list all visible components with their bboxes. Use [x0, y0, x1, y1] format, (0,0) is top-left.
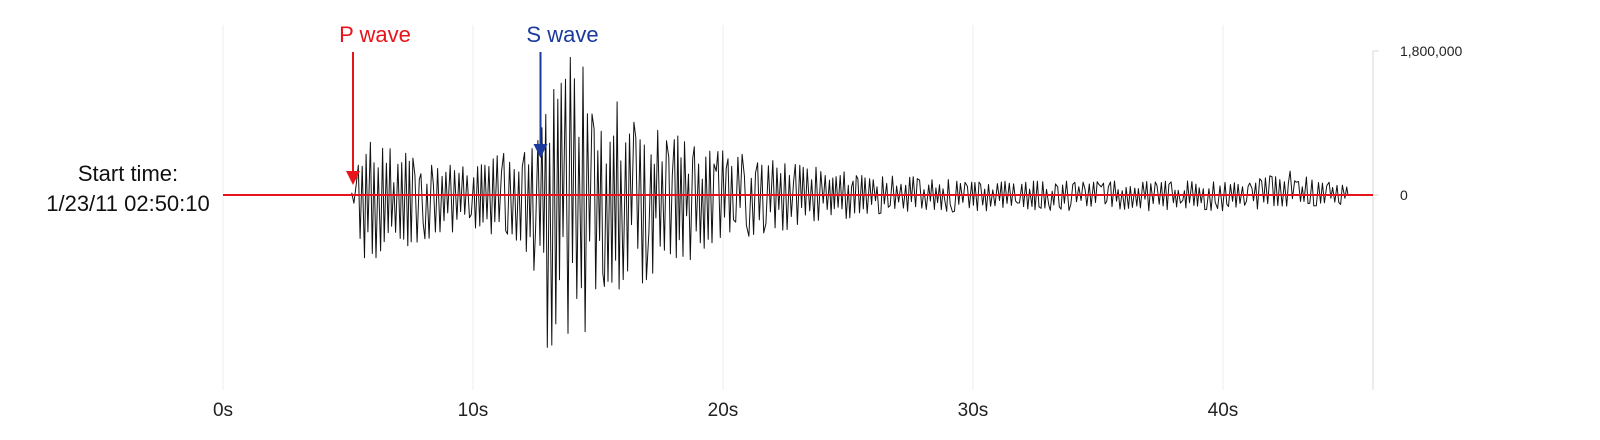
x-tick-label: 0s [213, 400, 233, 421]
start-time-heading: Start time: [78, 161, 178, 186]
start-time-value: 1/23/11 02:50:10 [46, 191, 210, 216]
p-wave-arrow-head [346, 171, 360, 185]
y-tick-label: 0 [1400, 187, 1408, 203]
p-wave-label: P wave [339, 22, 411, 47]
x-axis: 0s 10s 20s 30s 40s [213, 400, 1238, 421]
x-tick-label: 10s [458, 400, 489, 421]
x-tick-label: 40s [1208, 400, 1239, 421]
s-wave-arrow-head [533, 144, 548, 158]
start-time-label: Start time: 1/23/11 02:50:10 [46, 161, 210, 216]
y-tick-label: 1,800,000 [1400, 43, 1462, 59]
annotations: P wave S wave [339, 22, 599, 185]
trace-layer [223, 56, 1349, 348]
x-tick-label: 30s [958, 400, 989, 421]
x-tick-label: 20s [708, 400, 739, 421]
s-wave-label: S wave [526, 22, 598, 47]
seismogram-trace [223, 56, 1349, 348]
y-axis: 1,800,000 0 [1372, 43, 1462, 390]
